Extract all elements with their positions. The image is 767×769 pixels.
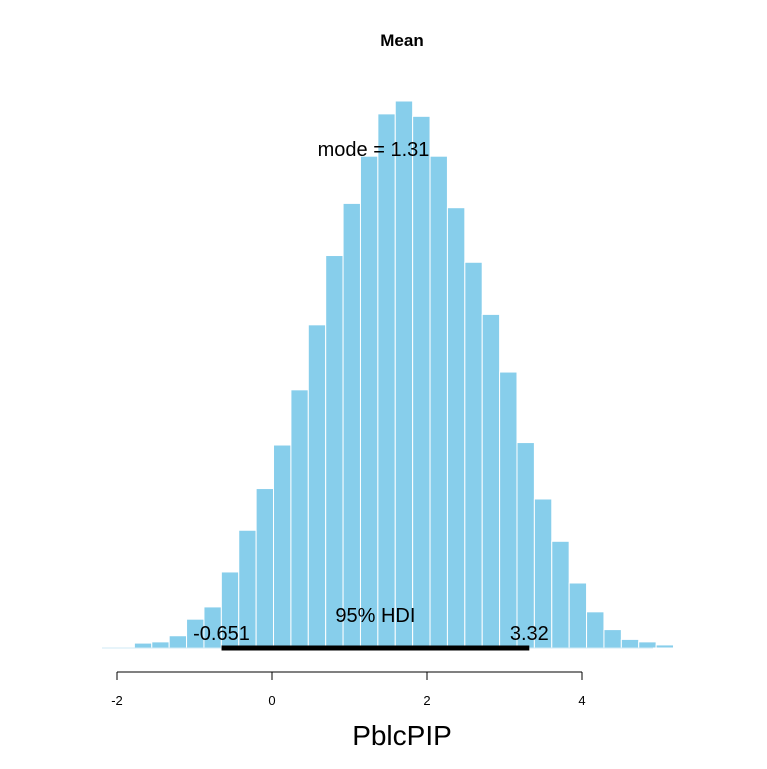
x-tick-label: 4 [578,693,585,708]
histogram-bar [655,644,675,649]
histogram-bar [551,540,570,649]
chart-title: Mean [380,31,423,50]
histogram-bar [342,202,361,649]
histogram-bar [516,442,535,649]
histogram-bar [638,641,657,649]
histogram-bar [412,115,431,649]
histogram-bar [133,642,153,649]
histogram-bars [133,100,675,649]
histogram-bar [620,638,640,649]
histogram-bar [586,611,605,649]
histogram-bar [429,155,448,649]
x-tick-label: 2 [423,693,430,708]
histogram-bar [377,113,396,649]
x-tick-label: -2 [111,693,123,708]
x-axis-label: PblcPIP [352,720,452,751]
x-axis: -2 0 2 4 [111,671,586,708]
histogram-bar [568,582,588,649]
histogram-bar [168,635,188,649]
histogram-bar [464,261,483,649]
histogram-bar [325,255,344,649]
histogram-bar [359,155,379,649]
mode-annotation: mode = 1.31 [318,139,430,161]
histogram-bar [603,629,622,649]
hdi-high-label: 3.32 [510,623,549,645]
histogram-bar [273,444,292,649]
histogram-bar [255,488,275,649]
hdi-label: 95% HDI [335,605,415,627]
histogram-bar [307,324,327,649]
histogram-bar [446,207,466,649]
histogram-bar [151,641,170,649]
histogram-bar [481,313,501,649]
x-tick-label: 0 [268,693,275,708]
histogram-bar [499,371,518,649]
hdi-low-label: -0.651 [193,623,250,645]
histogram-bar [290,389,309,649]
histogram-bar [394,100,414,649]
